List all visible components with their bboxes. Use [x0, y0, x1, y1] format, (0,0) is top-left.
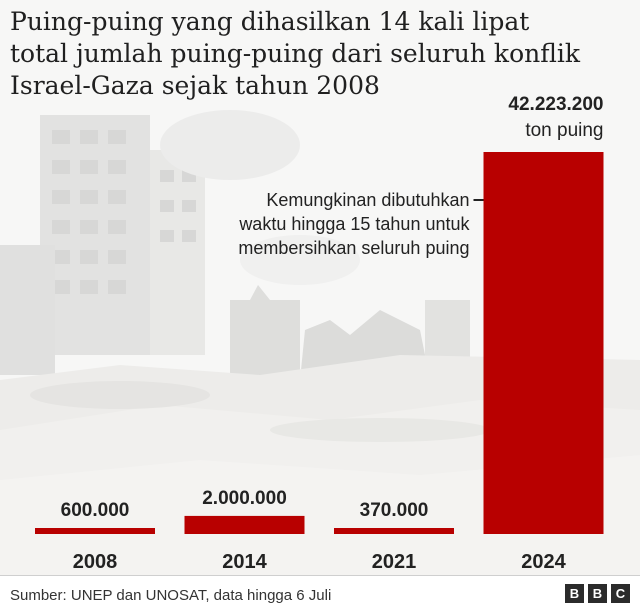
bar-2021 [334, 528, 454, 534]
bar-2024 [483, 152, 604, 534]
value-label-2021: 370.000 [360, 500, 429, 521]
title-line: total jumlah puing-puing dari seluruh ko… [10, 39, 581, 68]
logo-letter: C [611, 584, 630, 603]
annotation: Kemungkinan dibutuhkan waktu hingga 15 t… [238, 190, 484, 258]
logo-letter: B [588, 584, 607, 603]
unit-label: ton puing [525, 120, 603, 141]
category-label-2008: 2008 [73, 551, 118, 573]
title-line: Israel-Gaza sejak tahun 2008 [10, 71, 380, 100]
bar-2014 [184, 515, 305, 534]
annotation-line: waktu hingga 15 tahun untuk [238, 214, 470, 234]
value-label-2024: 42.223.200 [508, 94, 603, 115]
category-label-2024: 2024 [521, 551, 566, 573]
category-label-2014: 2014 [222, 551, 267, 573]
bar-2008 [35, 528, 155, 534]
bbc-logo: B B C [565, 584, 630, 603]
logo-letter: B [565, 584, 584, 603]
annotation-line: membersihkan seluruh puing [238, 238, 469, 258]
annotation-line: Kemungkinan dibutuhkan [266, 190, 469, 210]
value-label-2008: 600.000 [61, 500, 130, 521]
category-label-2021: 2021 [372, 551, 417, 573]
title-line: Puing-puing yang dihasilkan 14 kali lipa… [10, 7, 530, 36]
value-label-2014: 2.000.000 [202, 488, 287, 509]
source-text: Sumber: UNEP dan UNOSAT, data hingga 6 J… [10, 587, 332, 604]
footer: Sumber: UNEP dan UNOSAT, data hingga 6 J… [0, 575, 640, 614]
bar-chart: 600.000 2.000.000 370.000 42.223.200 2008 20… [35, 94, 604, 573]
chart-title: Puing-puing yang dihasilkan 14 kali lipa… [10, 6, 610, 102]
